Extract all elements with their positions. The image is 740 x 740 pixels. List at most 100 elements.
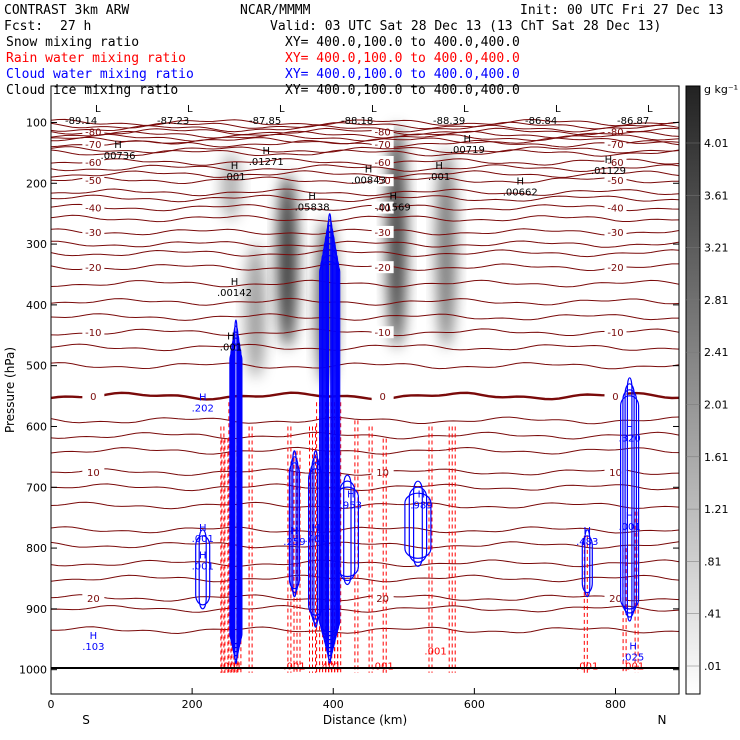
snow-max-label: .00843	[351, 175, 386, 186]
colorbar-label: 2.01	[704, 399, 729, 412]
temperature-contour-label: -20	[85, 263, 101, 274]
cloud-water-contour	[232, 331, 240, 657]
temperature-contour	[51, 214, 679, 223]
cloud-water-contour	[581, 535, 593, 594]
contour-label-bg	[82, 326, 105, 339]
temperature-contour-label: -50	[374, 176, 390, 187]
cloud-water-label-h: H	[418, 490, 426, 501]
cloud-water-contour	[624, 383, 635, 618]
cloud-water-label-h: H	[626, 511, 634, 522]
temperature-contour-label: -40	[607, 204, 623, 215]
temperature-contour	[51, 188, 679, 197]
cloud-water-label-h: H	[584, 526, 592, 537]
top-row-label: -86.84	[525, 116, 557, 127]
snow-max-label-h: H	[308, 192, 316, 203]
colorbar: g kg⁻¹ 4.01 3.61 3.21 2.81 2.41 2.01 1.61 1.21.…	[685, 83, 738, 695]
x-tick-label: 200	[182, 698, 203, 711]
cloud-water-contour	[321, 249, 339, 641]
cloud-water-label: .001	[192, 561, 214, 572]
contour-label-bg	[604, 201, 627, 214]
snow-max-label-h: H	[231, 277, 239, 288]
temperature-contour	[51, 149, 679, 157]
temperature-contour	[51, 468, 679, 476]
temperature-contours: -80 -80 -80-70 -70 -70-60 -60 -60-50 -50 -50-40-…	[51, 118, 679, 635]
snow-max-label: .001	[428, 172, 450, 183]
cloud-water-contour	[290, 456, 299, 594]
x-end-label-north: N	[658, 713, 667, 727]
temperature-contour	[51, 604, 679, 613]
colorbar-label: 3.21	[704, 242, 729, 255]
colorbar-label: 1.21	[704, 503, 729, 516]
contour-label-bg	[82, 261, 105, 274]
cloud-water-label-h: H	[199, 392, 207, 403]
colorbar-label: 2.81	[704, 294, 729, 307]
contour-labels: -89.14L-87.23L-87.85L-88.18L-88.39L-86.8…	[65, 104, 653, 673]
temperature-contour	[51, 313, 679, 321]
temperature-contour-label: -70	[607, 140, 623, 151]
snow-max-label-h: H	[262, 146, 270, 157]
temperature-contour-label: 0	[379, 392, 385, 403]
temperature-contour	[51, 501, 679, 510]
temperature-contour-label: 10	[87, 468, 100, 479]
temperature-contour-label: 10	[609, 468, 622, 479]
temperature-contour-label: -10	[607, 328, 623, 339]
cloud-water-contour	[326, 219, 333, 661]
temperature-contour-label: 10	[376, 468, 389, 479]
low-marker: L	[279, 104, 285, 115]
contour-label-bg	[82, 390, 105, 403]
temperature-contour-label: -40	[374, 204, 390, 215]
contour-label-bg	[371, 466, 394, 479]
contour-label-bg	[604, 261, 627, 274]
temperature-contour	[51, 203, 679, 212]
top-row-label: -86.87	[617, 116, 649, 127]
temperature-contour	[51, 121, 679, 130]
low-marker: L	[647, 104, 653, 115]
cloud-water-contour	[308, 468, 324, 616]
plot-area: -80 -80 -80-70 -70 -70-60 -60 -60-50 -50 -50-40-…	[50, 85, 680, 695]
cloud-water-contour	[230, 343, 242, 649]
temperature-contour-label: -40	[85, 204, 101, 215]
temperature-contour-label: -10	[374, 328, 390, 339]
temperature-contour	[51, 483, 679, 492]
cloud-water-label: .025	[622, 653, 644, 664]
colorbar-label: .01	[704, 660, 722, 673]
temperature-contour	[51, 176, 679, 185]
temperature-contour-label: -80	[607, 128, 623, 139]
cloud-water-label-h: H	[199, 550, 207, 561]
temperature-contour-label: -30	[607, 228, 623, 239]
temperature-contour-label: -20	[374, 263, 390, 274]
snow-max-label-h: H	[389, 192, 397, 203]
cloud-water-contour	[233, 325, 239, 661]
x-tick-label: 400	[323, 698, 344, 711]
temperature-contour	[51, 328, 679, 337]
snow-max-label-h: H	[231, 161, 239, 172]
cloud-water-contour	[309, 462, 322, 620]
temperature-contour	[51, 431, 679, 440]
valid-time: Valid: 03 UTC Sat 28 Dec 13 (13 ChT Sat …	[270, 19, 661, 34]
contour-label-bg	[371, 156, 394, 168]
snow-column	[245, 244, 266, 378]
x-end-label-south: S	[82, 713, 90, 727]
y-tick-label: 200	[26, 177, 47, 190]
contour-label-bg	[371, 390, 394, 403]
contour-label-bg	[82, 225, 105, 238]
x-tick-label: 800	[605, 698, 626, 711]
temperature-contour	[51, 279, 679, 288]
cloud-water-contour	[195, 535, 211, 606]
cloud-water-contour	[319, 261, 341, 633]
forecast-label: Fcst:	[4, 19, 43, 34]
colorbar-labels: 4.01 3.61 3.21 2.81 2.41 2.01 1.61 1.21 .81 .41 .0…	[686, 137, 729, 673]
temperature-contour-label: -80	[85, 128, 101, 139]
cloud-water-contour	[404, 492, 432, 559]
contour-label-bg	[82, 174, 105, 187]
colorbar-label: 2.41	[704, 346, 729, 359]
cloud-water-contour	[328, 213, 332, 665]
temperature-contour-label: -50	[607, 176, 623, 187]
contour-label-bg	[82, 137, 105, 150]
cloud-water-contour	[198, 529, 207, 610]
top-row-label: -87.23	[157, 116, 189, 127]
contour-label-bg	[371, 591, 394, 604]
plot-frame	[50, 85, 680, 695]
temperature-contour-label: -50	[85, 176, 101, 187]
